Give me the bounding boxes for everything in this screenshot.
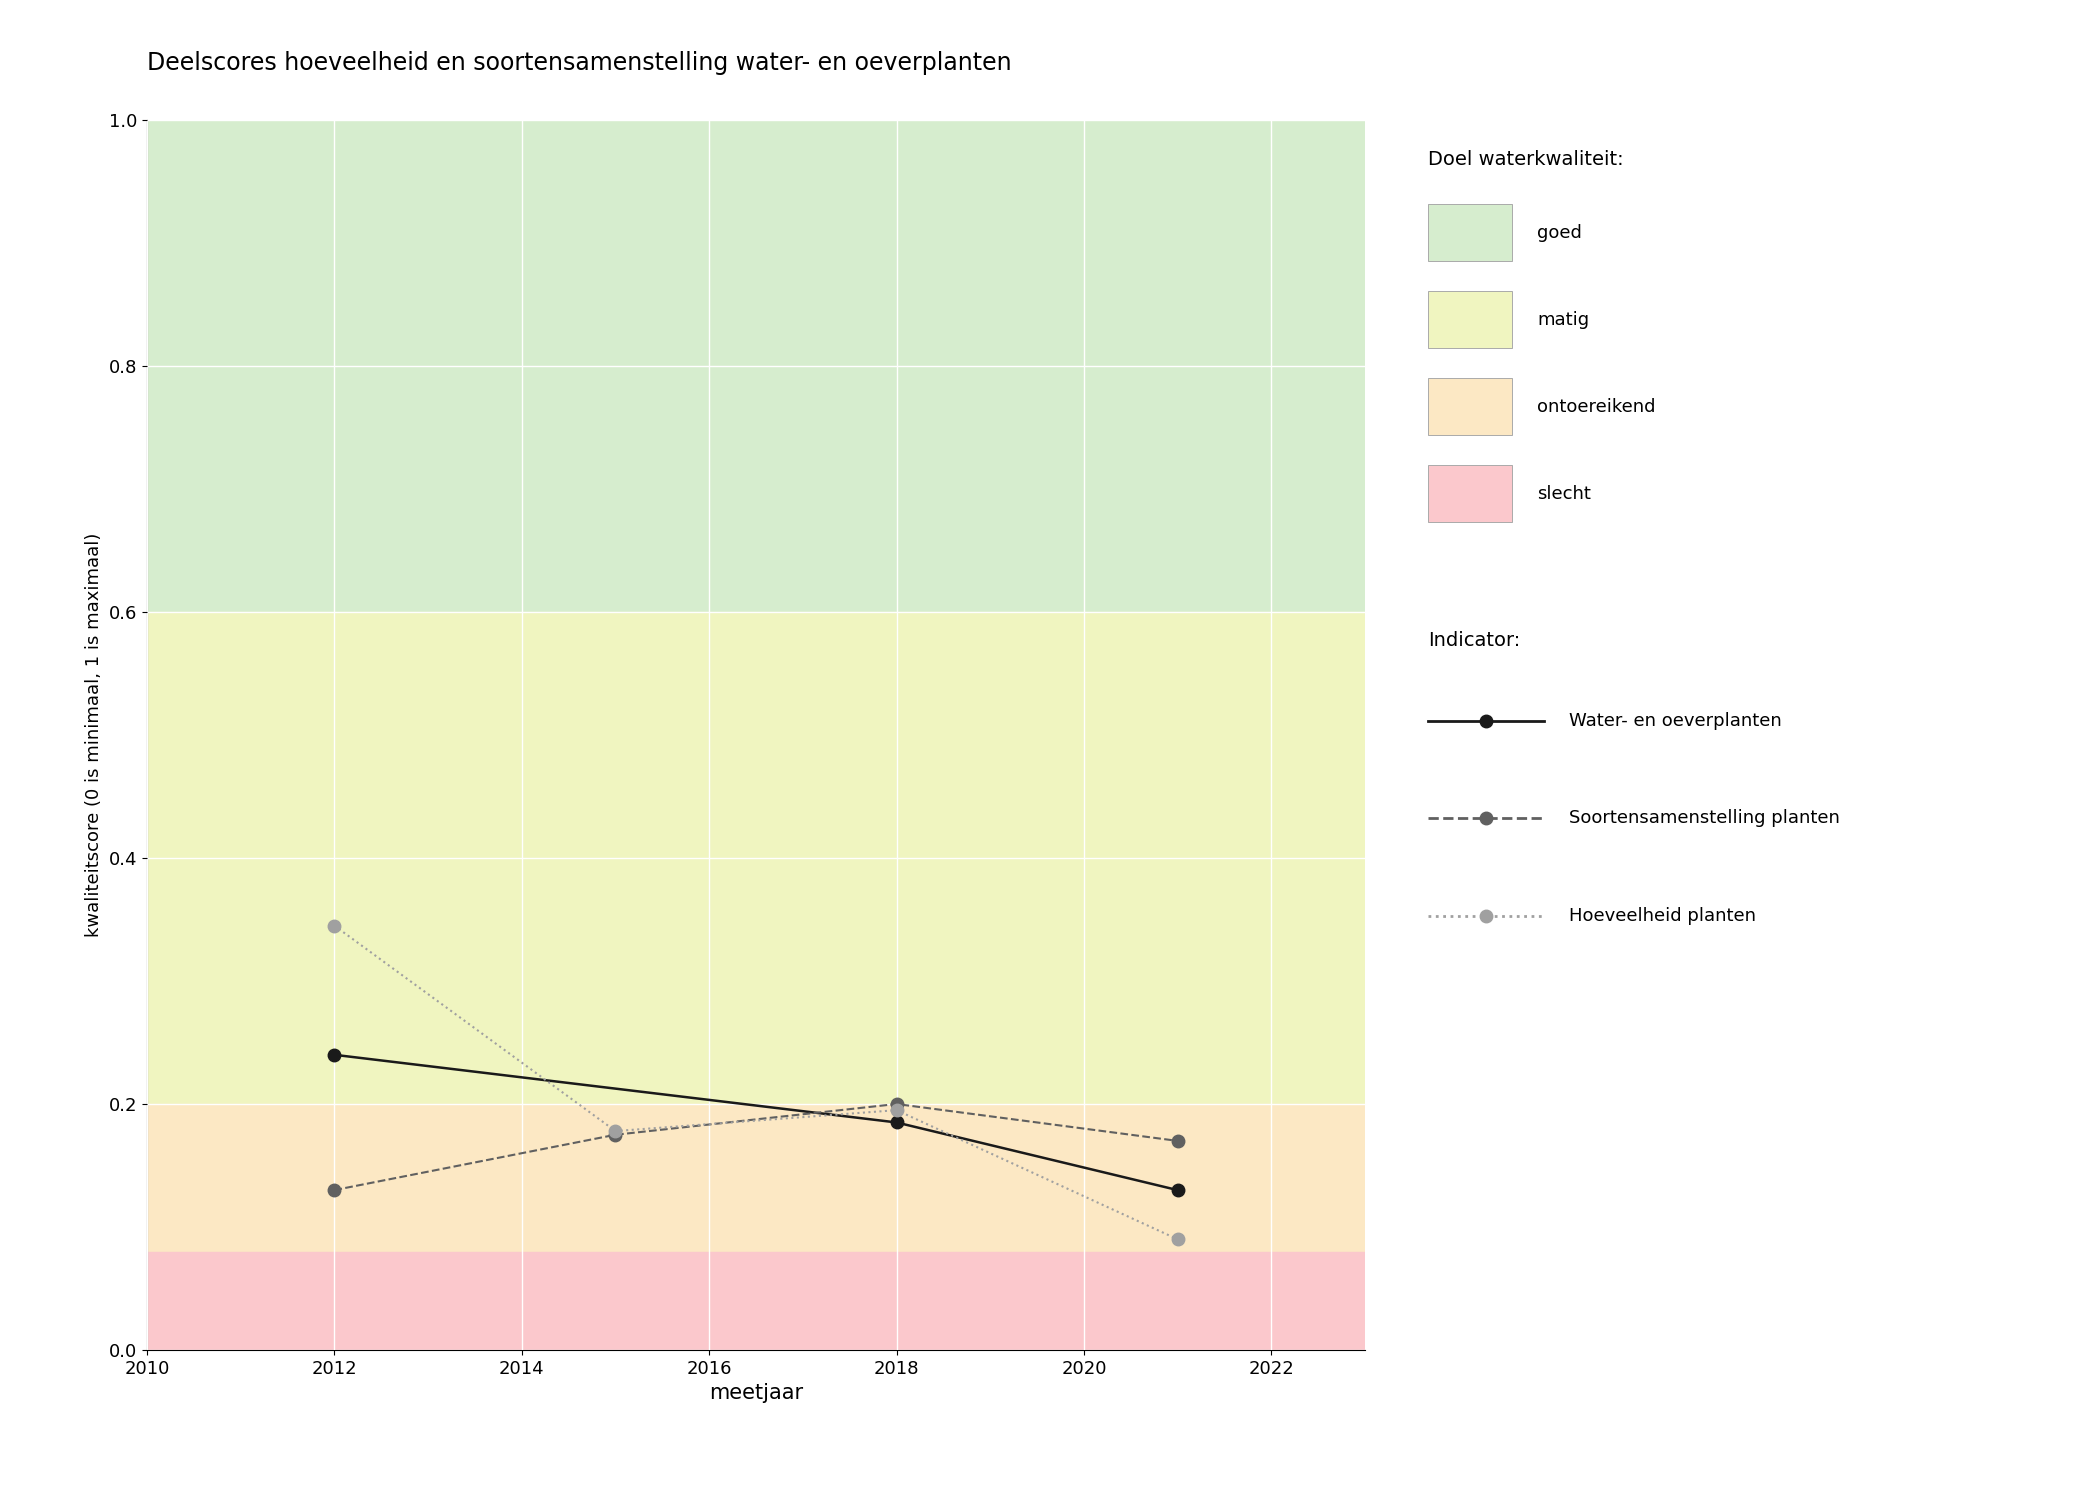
X-axis label: meetjaar: meetjaar (710, 1383, 802, 1404)
Text: Deelscores hoeveelheid en soortensamenstelling water- en oeverplanten: Deelscores hoeveelheid en soortensamenst… (147, 51, 1012, 75)
Text: Doel waterkwaliteit:: Doel waterkwaliteit: (1428, 150, 1623, 170)
Bar (147, 120, 1365, 612)
Text: ontoereikend: ontoereikend (1537, 398, 1655, 416)
Text: Indicator:: Indicator: (1428, 630, 1520, 650)
Text: goed: goed (1537, 224, 1581, 242)
Text: matig: matig (1537, 310, 1590, 328)
Bar (147, 1104, 1365, 1251)
Text: Hoeveelheid planten: Hoeveelheid planten (1569, 906, 1756, 924)
Y-axis label: kwaliteitscore (0 is minimaal, 1 is maximaal): kwaliteitscore (0 is minimaal, 1 is maxi… (86, 532, 103, 938)
Text: Water- en oeverplanten: Water- en oeverplanten (1569, 711, 1781, 729)
Text: Soortensamenstelling planten: Soortensamenstelling planten (1569, 808, 1840, 826)
Bar (147, 1251, 1365, 1350)
Bar (147, 612, 1365, 1104)
Text: slecht: slecht (1537, 484, 1592, 502)
